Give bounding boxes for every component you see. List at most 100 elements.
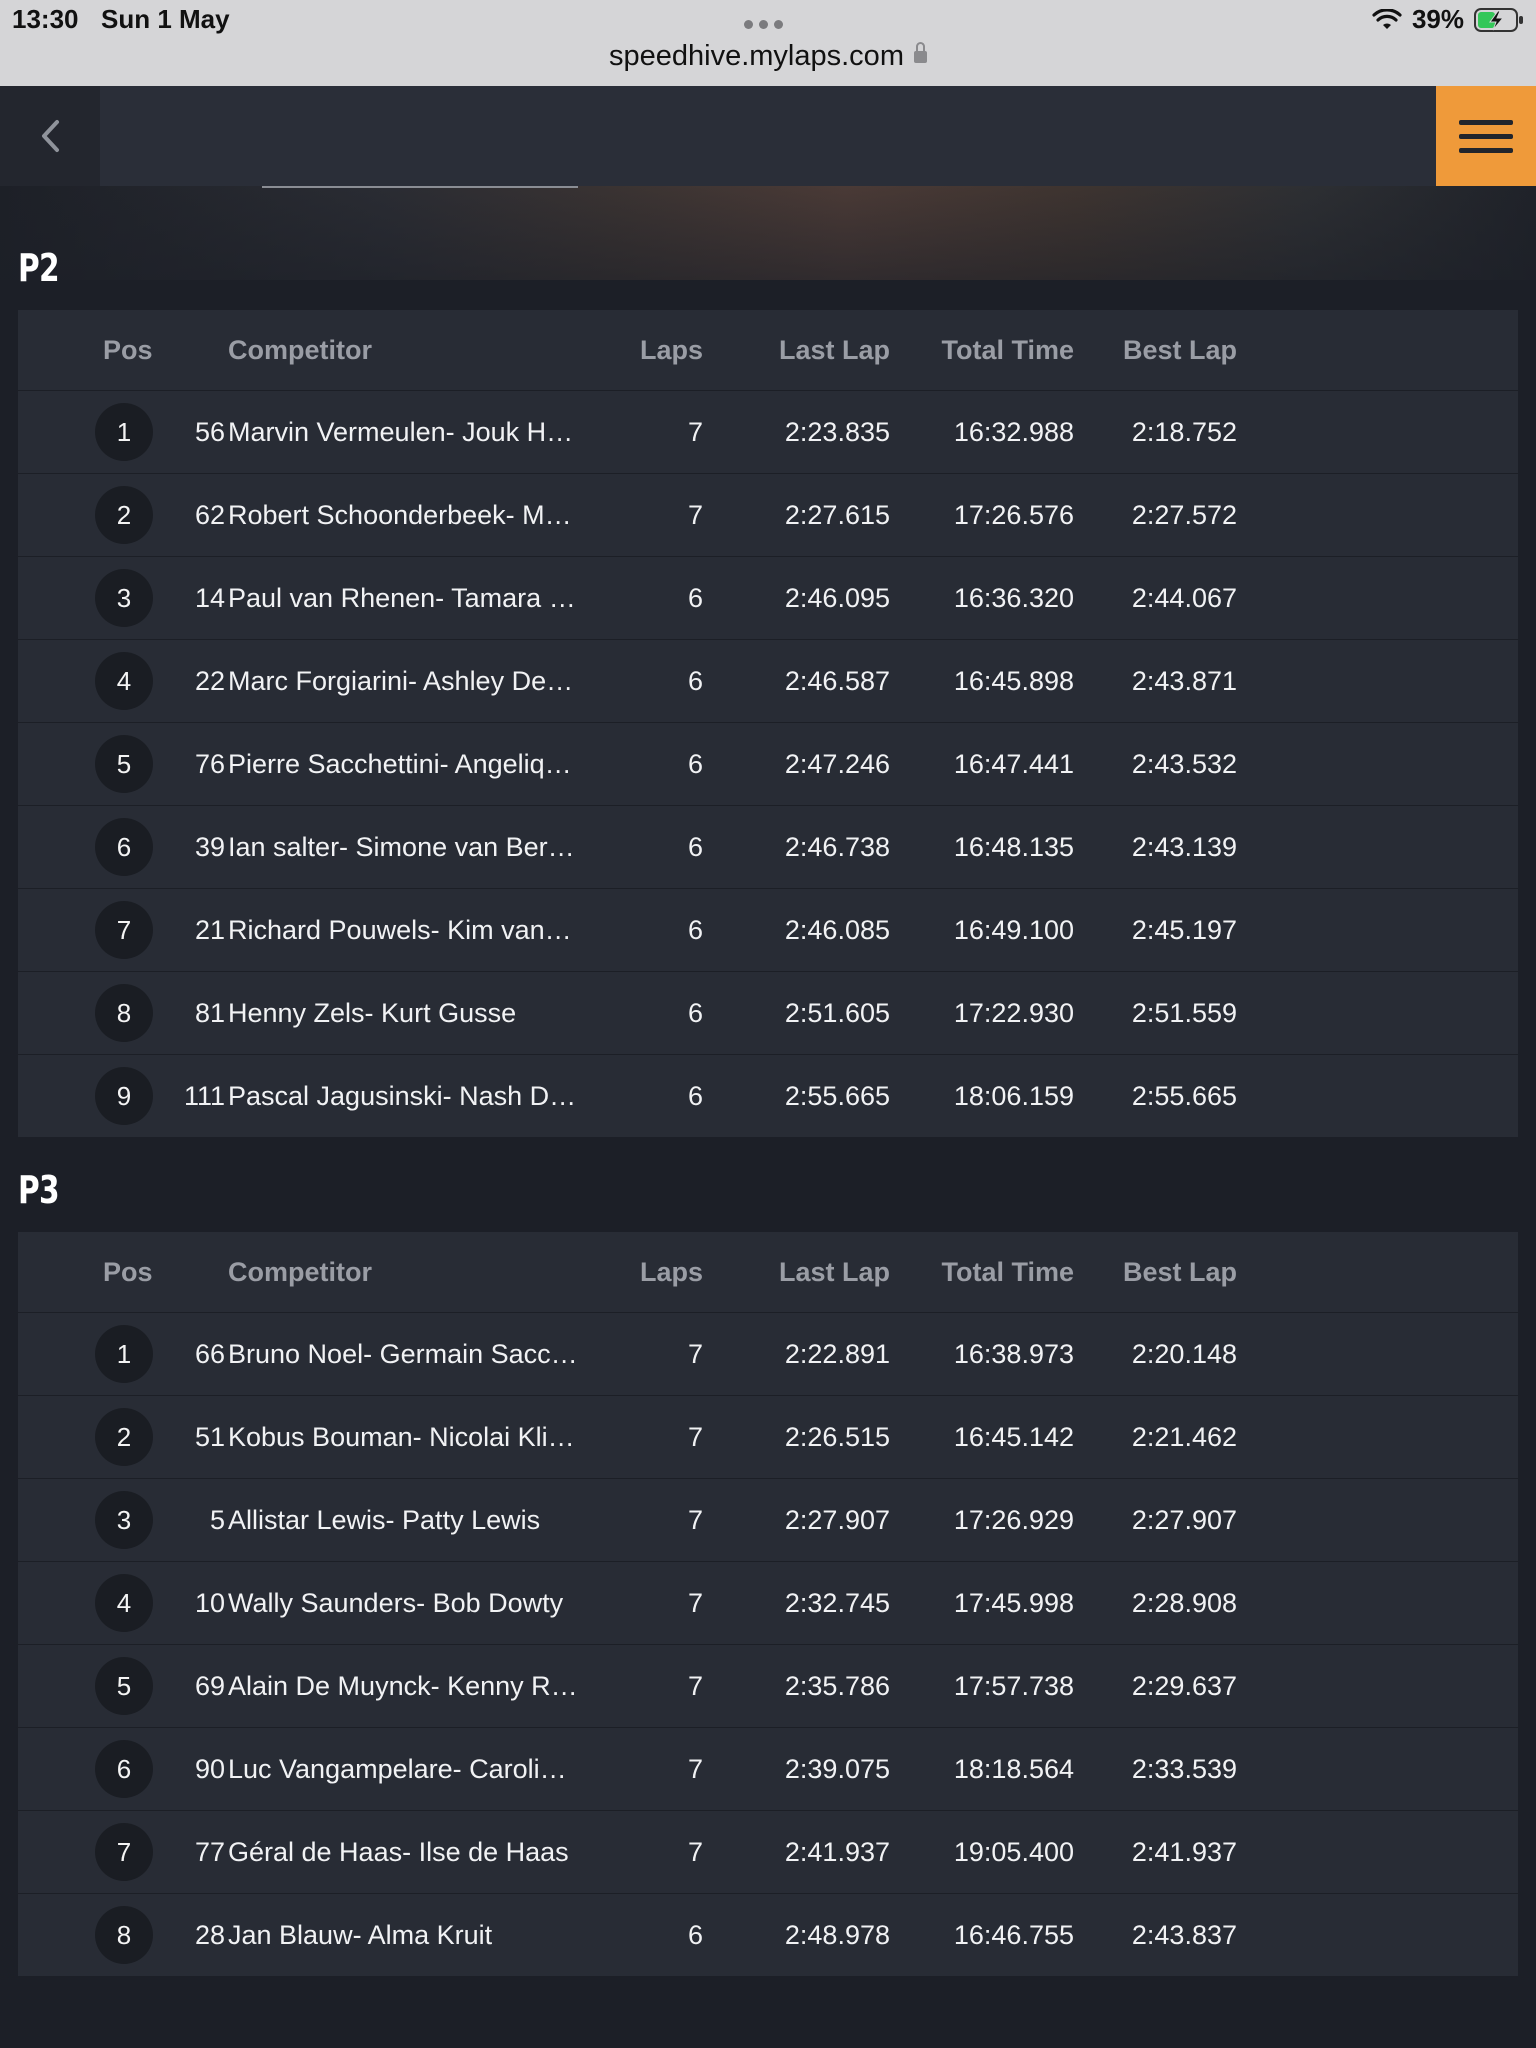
car-number: 90 [194,1753,225,1784]
status-indicators: 39% [1372,4,1524,35]
competitor-name[interactable]: Pierre Sacchettini- Angeliq… [228,748,572,779]
car-number: 5 [209,1504,225,1535]
last-lap-value: 2:46.587 [784,665,890,696]
best-lap-value: 2:43.871 [1131,665,1237,696]
position-cell: 9 [95,1055,153,1137]
competitor-name[interactable]: Henny Zels- Kurt Gusse [228,997,517,1028]
car-number: 22 [194,665,225,696]
competitor-name[interactable]: Géral de Haas- Ilse de Haas [228,1836,569,1867]
table-row[interactable]: 7 77 Géral de Haas- Ilse de Haas 7 2:41.937 1… [18,1811,1518,1894]
address-bar[interactable]: speedhive.mylaps.com [0,40,1536,73]
competitor-name[interactable]: Wally Saunders- Bob Dowty [228,1587,564,1618]
table-row[interactable]: 2 62 Robert Schoonderbeek- M… 7 2:27.615 17:2… [18,474,1518,557]
table-row[interactable]: 3 5 Allistar Lewis- Patty Lewis 7 2:27.907 17… [18,1479,1518,1562]
competitor-name[interactable]: Pascal Jagusinski- Nash D… [228,1080,577,1111]
car-number: 28 [194,1919,225,1950]
competitor-name[interactable]: Marc Forgiarini- Ashley De… [228,665,574,696]
more-dots-icon[interactable] [744,20,783,29]
competitor-name[interactable]: Jan Blauw- Alma Kruit [228,1919,493,1950]
table-header: Pos Competitor Laps Last Lap Total Time … [18,310,1518,391]
back-button[interactable] [0,86,100,186]
laps-value: 7 [687,1753,703,1784]
competitor-name[interactable]: Luc Vangampelare- Caroli… [228,1753,567,1784]
table-row[interactable]: 7 21 Richard Pouwels- Kim van… 6 2:46.085 16:… [18,889,1518,972]
table-row[interactable]: 3 14 Paul van Rhenen- Tamara … 6 2:46.095 16:… [18,557,1518,640]
competitor-name[interactable]: Kobus Bouman- Nicolai Kli… [228,1421,575,1452]
table-row[interactable]: 8 81 Henny Zels- Kurt Gusse 6 2:51.605 17:22.… [18,972,1518,1055]
col-best-lap[interactable]: Best Lap [1122,1256,1237,1287]
table-row[interactable]: 2 51 Kobus Bouman- Nicolai Kli… 7 2:26.515 16… [18,1396,1518,1479]
wifi-icon [1372,8,1402,29]
laps-value: 6 [687,831,703,862]
position-cell: 8 [95,972,153,1054]
position-cell: 4 [95,640,153,722]
col-competitor[interactable]: Competitor [228,1256,372,1287]
laps-value: 7 [687,1587,703,1618]
col-total-time[interactable]: Total Time [941,334,1074,365]
laps-value: 6 [687,914,703,945]
hamburger-menu-icon [1459,119,1513,125]
car-number: 111 [183,1080,225,1111]
status-date: Sun 1 May [101,4,230,34]
table-row[interactable]: 5 69 Alain De Muynck- Kenny R… 7 2:35.786 17:… [18,1645,1518,1728]
last-lap-value: 2:46.095 [784,582,890,613]
competitor-name[interactable]: Alain De Muynck- Kenny R… [228,1670,578,1701]
position-badge: 1 [95,1325,153,1383]
car-number: 76 [194,748,225,779]
position-badge: 3 [95,1491,153,1549]
best-lap-value: 2:43.532 [1131,748,1237,779]
menu-button[interactable] [1436,86,1536,186]
car-number: 62 [194,499,225,530]
position-cell: 6 [95,1728,153,1810]
col-pos[interactable]: Pos [103,334,153,365]
table-row[interactable]: 4 22 Marc Forgiarini- Ashley De… 6 2:46.587 1… [18,640,1518,723]
col-best-lap[interactable]: Best Lap [1122,334,1237,365]
table-row[interactable]: 4 10 Wally Saunders- Bob Dowty 7 2:32.745 17:… [18,1562,1518,1645]
competitor-name[interactable]: Robert Schoonderbeek- M… [228,499,572,530]
col-last-lap[interactable]: Last Lap [778,334,890,365]
last-lap-value: 2:48.978 [784,1919,890,1950]
table-row[interactable]: 9 111 Pascal Jagusinski- Nash D… 6 2:55.665 1… [18,1055,1518,1137]
table-row[interactable]: 8 28 Jan Blauw- Alma Kruit 6 2:48.978 16:46.7… [18,1894,1518,1976]
total-time-value: 17:26.576 [953,499,1074,530]
col-competitor[interactable]: Competitor [228,334,372,365]
table-row[interactable]: 1 66 Bruno Noel- Germain Sacc… 7 2:22.891 16:… [18,1313,1518,1396]
position-badge: 9 [95,1067,153,1125]
position-cell: 1 [95,391,153,473]
best-lap-value: 2:18.752 [1131,416,1237,447]
competitor-name[interactable]: Ian salter- Simone van Ber… [228,831,575,862]
total-time-value: 17:22.930 [953,997,1074,1028]
position-cell: 7 [95,889,153,971]
competitor-name[interactable]: Allistar Lewis- Patty Lewis [228,1504,541,1535]
last-lap-value: 2:26.515 [784,1421,890,1452]
col-laps[interactable]: Laps [639,334,703,365]
col-laps[interactable]: Laps [639,1256,703,1287]
status-bar: 13:30 Sun 1 May speedhive.mylaps.com 39% [0,0,1536,86]
table-row[interactable]: 1 56 Marvin Vermeulen- Jouk H… 7 2:23.835 16:… [18,391,1518,474]
position-badge: 6 [95,1740,153,1798]
laps-value: 7 [687,1421,703,1452]
table-row[interactable]: 5 76 Pierre Sacchettini- Angeliq… 6 2:47.246… [18,723,1518,806]
status-time: 13:30 [12,4,79,34]
best-lap-value: 2:44.067 [1131,582,1237,613]
competitor-name[interactable]: Paul van Rhenen- Tamara … [228,582,576,613]
results-table-p2: Pos Competitor Laps Last Lap Total Time … [18,310,1518,1137]
position-badge: 4 [95,652,153,710]
last-lap-value: 2:55.665 [784,1080,890,1111]
last-lap-value: 2:41.937 [784,1836,890,1867]
laps-value: 7 [687,416,703,447]
competitor-name[interactable]: Marvin Vermeulen- Jouk H… [228,416,574,447]
last-lap-value: 2:46.085 [784,914,890,945]
col-pos[interactable]: Pos [103,1256,153,1287]
competitor-name[interactable]: Bruno Noel- Germain Sacc… [228,1338,578,1369]
lock-icon [913,42,927,63]
competitor-name[interactable]: Richard Pouwels- Kim van… [228,914,572,945]
col-total-time[interactable]: Total Time [941,1256,1074,1287]
col-last-lap[interactable]: Last Lap [778,1256,890,1287]
total-time-value: 16:46.755 [953,1919,1074,1950]
laps-value: 7 [687,1338,703,1369]
table-row[interactable]: 6 39 Ian salter- Simone van Ber… 6 2:46.738 1… [18,806,1518,889]
total-time-value: 17:45.998 [953,1587,1074,1618]
last-lap-value: 2:27.907 [784,1504,890,1535]
table-row[interactable]: 6 90 Luc Vangampelare- Caroli… 7 2:39.075 18:… [18,1728,1518,1811]
